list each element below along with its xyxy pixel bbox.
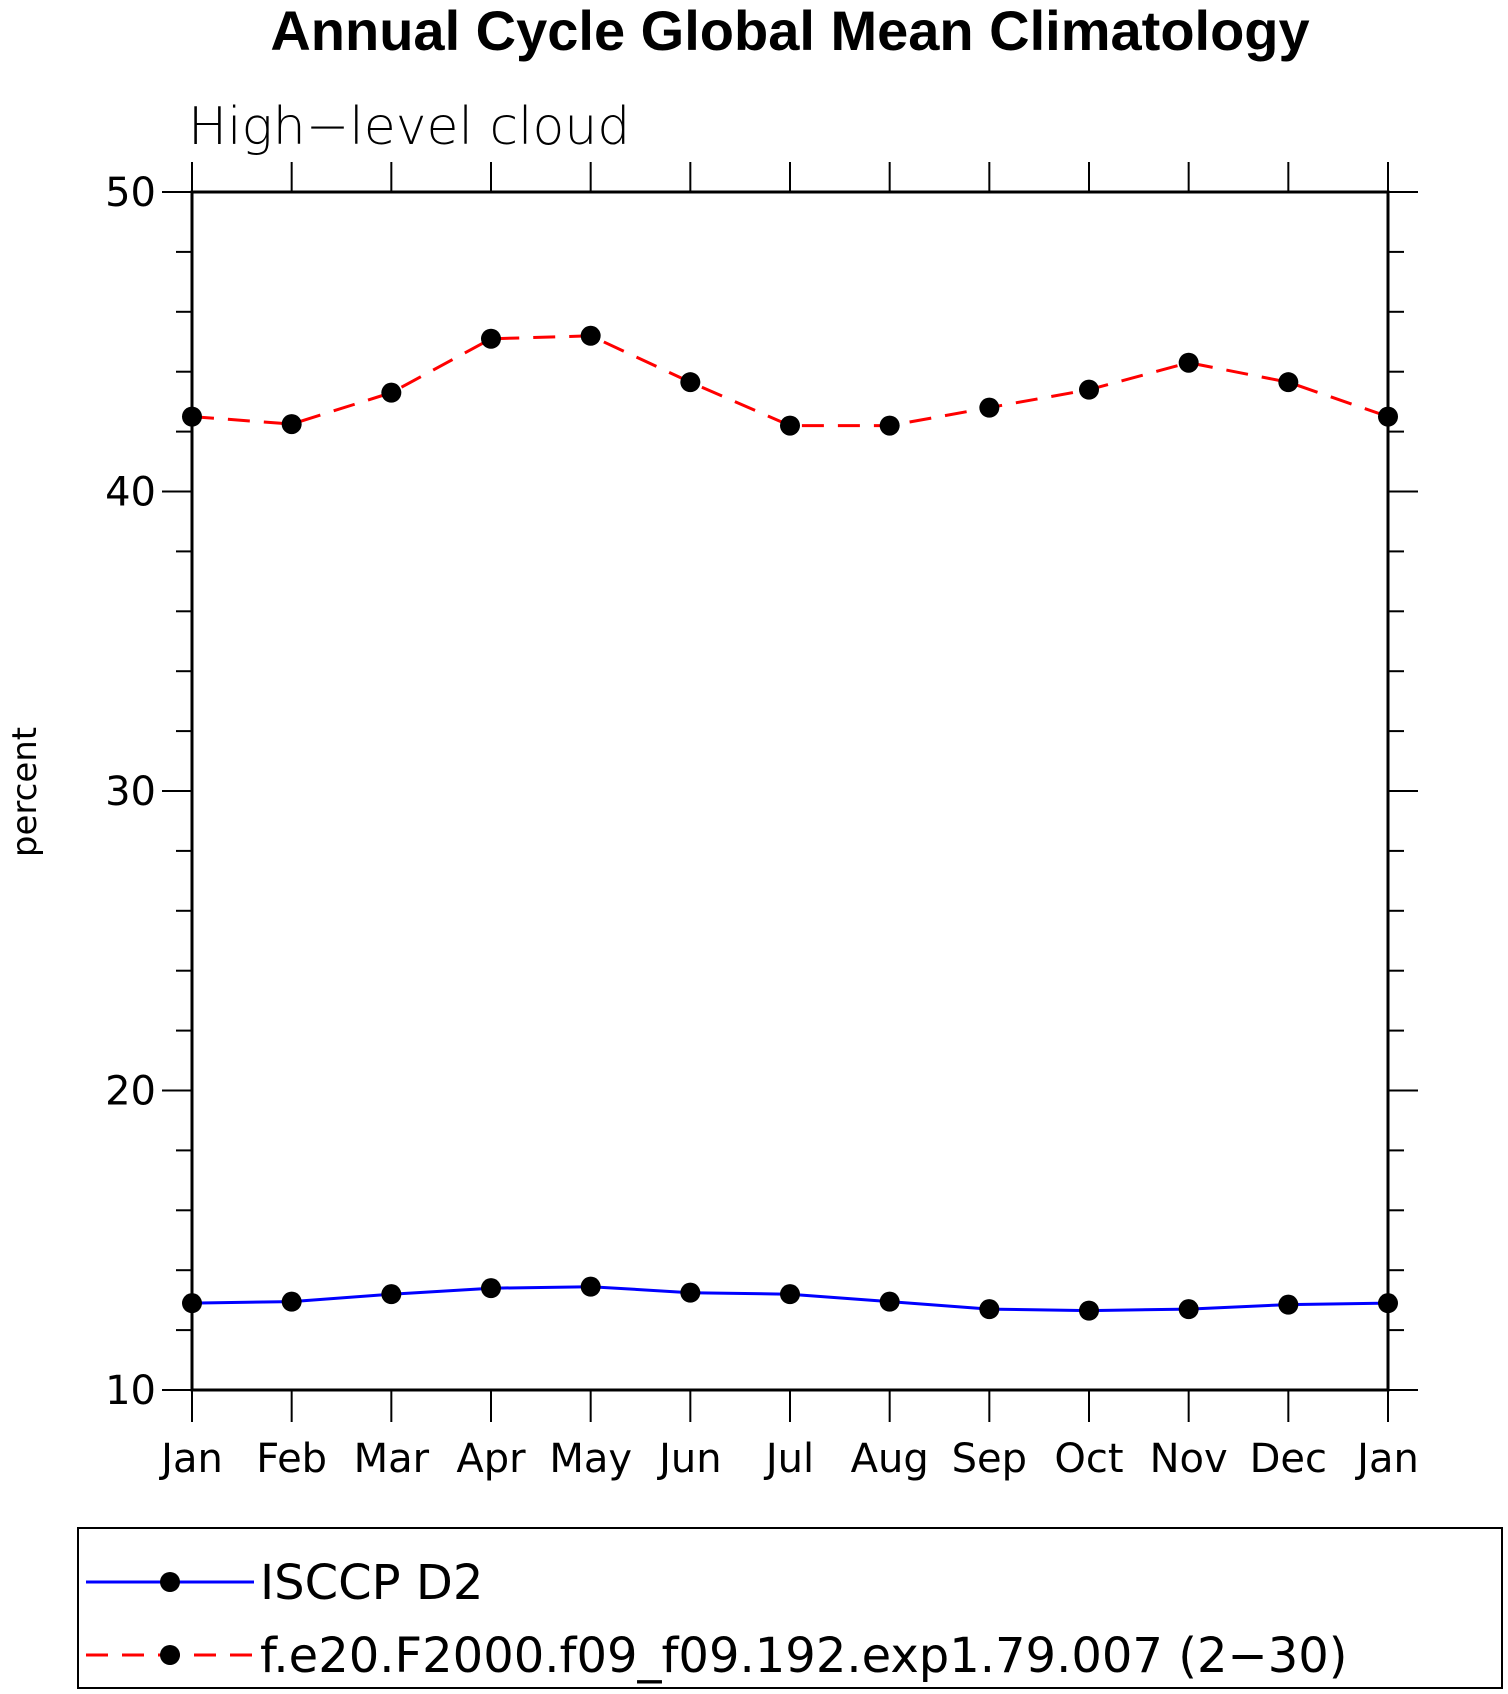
data-point-series-1 [780, 1284, 800, 1305]
data-point-series-1 [1278, 1294, 1299, 1315]
data-point-series-1 [1378, 1293, 1398, 1314]
y-ticks: 10 20 30 40 50 [105, 170, 1418, 1414]
x-tick-label: Aug [851, 1436, 929, 1482]
y-tick-label: 30 [105, 769, 156, 815]
data-point-series-2 [680, 372, 701, 393]
data-point-series-1 [580, 1276, 601, 1297]
data-point-series-2 [1178, 352, 1199, 373]
data-point-series-1 [1079, 1300, 1099, 1321]
series-line-2 [191, 334, 1389, 428]
chart-title: Annual Cycle Global Mean Climatology [270, 0, 1309, 62]
data-point-series-1 [281, 1291, 302, 1312]
x-tick-label: Jan [1354, 1436, 1419, 1482]
legend-label-2: f.e20.F2000.f09_f09.192.exp1.79.007 (2−3… [260, 1628, 1348, 1684]
y-tick-label: 20 [105, 1069, 156, 1115]
data-point-series-1 [481, 1278, 501, 1299]
data-point-series-1 [879, 1291, 900, 1312]
data-point-series-1 [680, 1282, 701, 1303]
legend-box [77, 1527, 1503, 1689]
data-point-series-2 [1278, 372, 1299, 393]
x-tick-label: Jun [656, 1436, 722, 1482]
data-point-series-2 [879, 415, 900, 436]
x-tick-label: Jan [158, 1436, 223, 1482]
data-point-series-2 [281, 414, 302, 435]
x-tick-label: Apr [456, 1436, 526, 1482]
legend-marker-1 [160, 1572, 180, 1592]
data-point-series-1 [1178, 1299, 1199, 1320]
series-layer [182, 325, 1398, 1321]
legend: ISCCP D2 f.e20.F2000.f09_f09.192.exp1.79.… [86, 1555, 1348, 1684]
data-point-series-2 [381, 382, 402, 403]
legend-marker-2 [160, 1645, 180, 1665]
y-axis-label: percent [5, 727, 45, 857]
x-ticks: Jan Feb Mar Apr May Jun Jul Aug Sep Oct Nov Dec Jan [158, 162, 1419, 1482]
chart-subtitle: High−level cloud [188, 97, 630, 157]
x-tick-label: Nov [1150, 1436, 1228, 1482]
y-tick-label: 10 [105, 1368, 156, 1414]
data-point-series-2 [780, 415, 800, 436]
x-tick-label: Feb [256, 1436, 327, 1482]
x-tick-label: Dec [1250, 1436, 1327, 1482]
data-point-series-2 [1378, 406, 1398, 427]
x-tick-label: May [549, 1436, 632, 1482]
y-tick-label: 50 [105, 170, 156, 216]
x-tick-label: Mar [354, 1436, 430, 1482]
data-point-series-1 [381, 1284, 402, 1305]
data-point-series-2 [979, 397, 1000, 418]
data-point-series-1 [182, 1293, 202, 1314]
data-point-series-2 [182, 406, 202, 427]
x-tick-label: Oct [1054, 1436, 1123, 1482]
data-point-series-2 [481, 328, 501, 349]
data-point-series-2 [1079, 379, 1099, 400]
legend-label-1: ISCCP D2 [260, 1555, 483, 1611]
data-point-series-2 [580, 325, 601, 346]
x-tick-label: Sep [952, 1436, 1027, 1482]
plot-frame [190, 190, 1390, 1392]
data-point-series-1 [979, 1299, 1000, 1320]
y-tick-label: 40 [105, 470, 156, 516]
x-tick-label: Jul [763, 1436, 814, 1482]
